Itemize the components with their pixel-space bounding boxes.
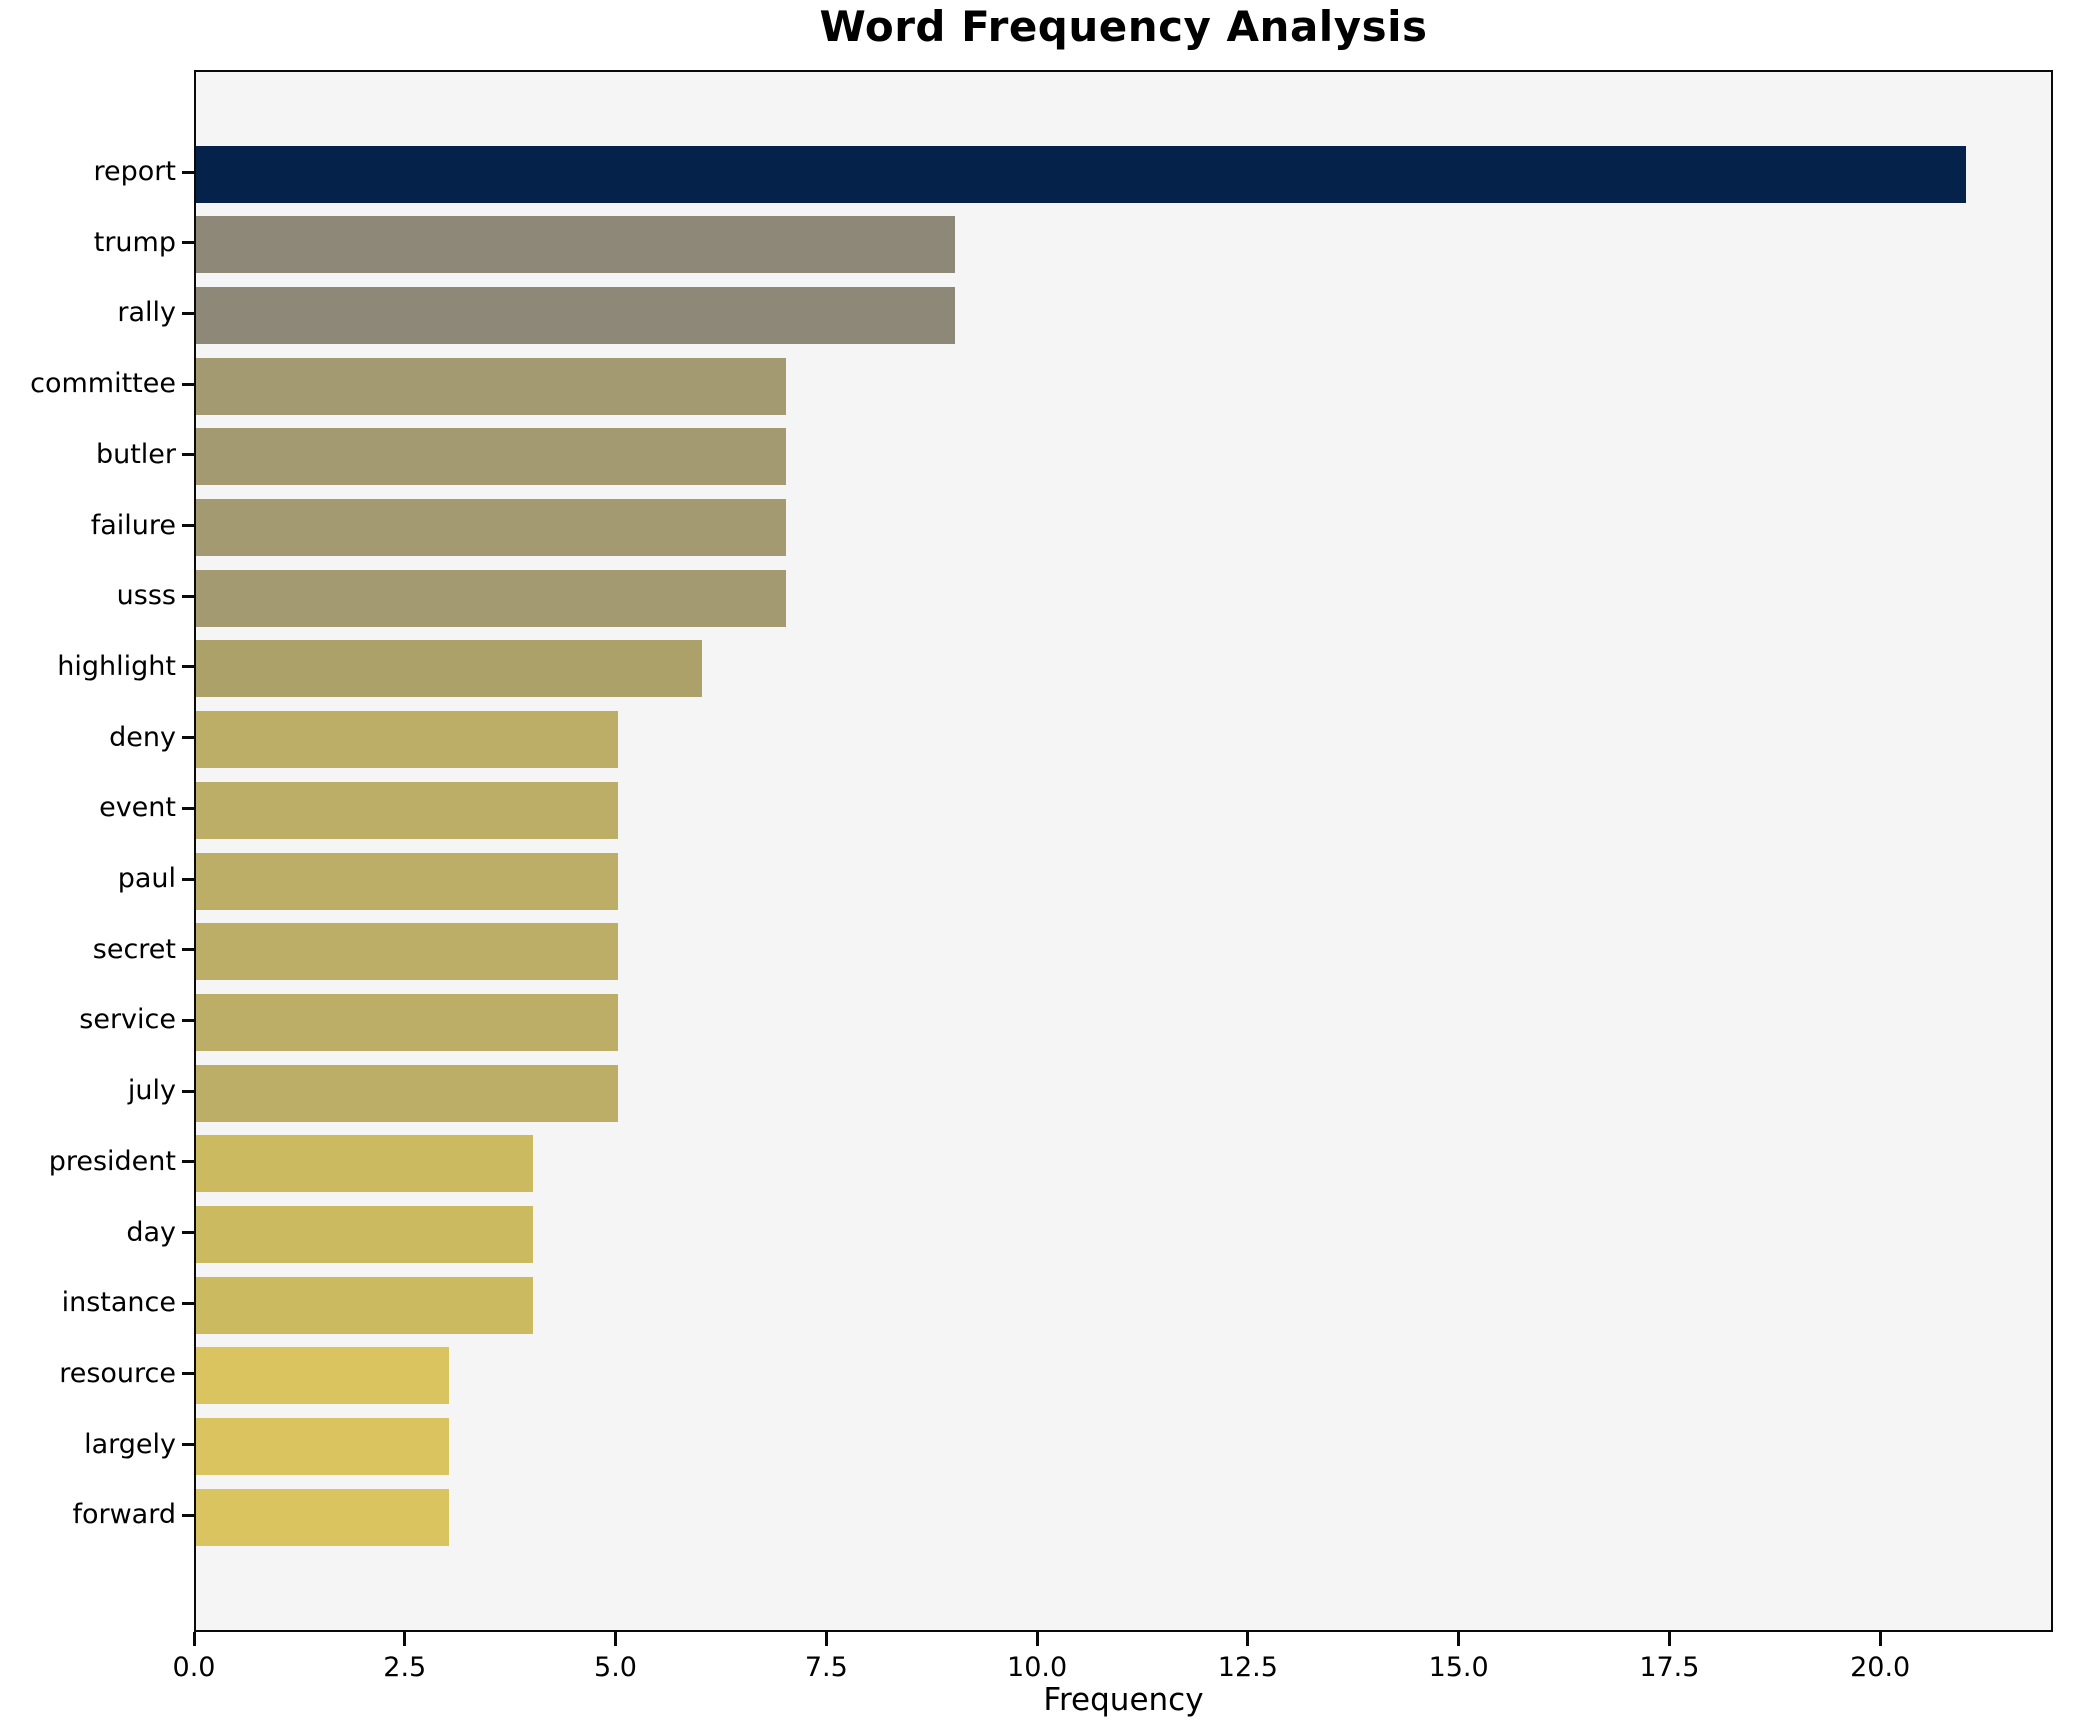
y-tick-label-failure: failure <box>90 509 176 541</box>
bar-rally <box>196 286 955 344</box>
y-tick-label-service: service <box>79 1004 176 1036</box>
bar-failure <box>196 499 787 556</box>
chart-title: Word Frequency Analysis <box>819 2 1428 51</box>
y-tick-mark <box>182 665 194 669</box>
y-tick-mark <box>182 1018 194 1022</box>
x-tick-mark <box>1667 1632 1671 1646</box>
x-tick-label-10.0: 10.0 <box>1007 1652 1068 1683</box>
y-tick-label-deny: deny <box>109 721 176 753</box>
bar-july <box>196 1064 618 1122</box>
x-tick-label-20.0: 20.0 <box>1850 1652 1911 1683</box>
y-tick-label-committee: committee <box>30 368 176 400</box>
x-tick-label-2.5: 2.5 <box>383 1652 427 1683</box>
y-tick-mark <box>182 170 194 174</box>
x-tick-mark <box>614 1632 618 1646</box>
bar-forward <box>196 1488 449 1546</box>
bar-resource <box>196 1347 449 1405</box>
y-tick-mark <box>182 241 194 245</box>
y-tick-label-largely: largely <box>84 1428 176 1460</box>
y-tick-label-president: president <box>48 1145 176 1177</box>
y-tick-mark <box>182 736 194 740</box>
x-tick-label-17.5: 17.5 <box>1639 1652 1700 1683</box>
y-tick-mark <box>182 1089 194 1093</box>
bar-paul <box>196 852 618 910</box>
bar-trump <box>196 216 955 274</box>
y-tick-label-paul: paul <box>117 863 176 894</box>
y-tick-mark <box>182 382 194 386</box>
y-tick-label-resource: resource <box>59 1357 176 1389</box>
bar-service <box>196 993 618 1051</box>
y-tick-mark <box>182 453 194 457</box>
x-tick-mark <box>1878 1632 1882 1646</box>
x-tick-mark <box>824 1632 828 1646</box>
y-tick-label-secret: secret <box>92 933 176 965</box>
bar-largely <box>196 1418 449 1476</box>
bar-day <box>196 1206 534 1263</box>
x-tick-mark <box>1035 1632 1039 1646</box>
y-tick-mark <box>182 311 194 315</box>
y-tick-mark <box>182 1372 194 1376</box>
y-tick-label-july: july <box>127 1075 176 1107</box>
y-tick-mark <box>182 1301 194 1305</box>
y-tick-label-report: report <box>93 156 176 187</box>
bar-butler <box>196 428 787 486</box>
x-tick-mark <box>403 1632 407 1646</box>
x-tick-label-7.5: 7.5 <box>804 1652 848 1683</box>
bar-committee <box>196 357 787 415</box>
bar-event <box>196 781 618 839</box>
y-tick-label-instance: instance <box>61 1287 176 1319</box>
y-tick-mark <box>182 1160 194 1164</box>
y-tick-mark <box>182 1443 194 1447</box>
plot-area <box>194 70 2053 1632</box>
bar-highlight <box>196 640 702 698</box>
y-tick-mark <box>182 948 194 952</box>
y-tick-mark <box>182 1231 194 1234</box>
bar-secret <box>196 923 618 981</box>
bar-usss <box>196 569 787 627</box>
x-tick-label-12.5: 12.5 <box>1217 1652 1278 1683</box>
y-tick-mark <box>182 1513 194 1517</box>
y-tick-label-trump: trump <box>93 226 176 258</box>
y-tick-label-forward: forward <box>72 1499 176 1531</box>
x-axis-label: Frequency <box>1043 1682 1204 1718</box>
y-tick-mark <box>182 877 194 881</box>
y-tick-label-event: event <box>99 792 176 824</box>
x-tick-mark <box>1246 1632 1250 1646</box>
y-tick-label-day: day <box>126 1216 176 1248</box>
x-tick-label-0.0: 0.0 <box>172 1652 216 1683</box>
y-tick-label-usss: usss <box>116 580 176 612</box>
y-tick-mark <box>182 806 194 810</box>
y-tick-label-rally: rally <box>117 297 176 329</box>
y-tick-label-butler: butler <box>95 438 176 470</box>
bar-report <box>196 145 1967 203</box>
x-tick-mark <box>192 1632 196 1646</box>
bar-president <box>196 1135 534 1193</box>
x-tick-label-15.0: 15.0 <box>1428 1652 1489 1683</box>
bar-instance <box>196 1276 534 1334</box>
y-tick-mark <box>182 524 194 527</box>
x-tick-mark <box>1457 1632 1461 1646</box>
bar-deny <box>196 711 618 769</box>
y-tick-mark <box>182 594 194 598</box>
x-tick-label-5.0: 5.0 <box>594 1652 637 1683</box>
y-tick-label-highlight: highlight <box>57 650 176 682</box>
